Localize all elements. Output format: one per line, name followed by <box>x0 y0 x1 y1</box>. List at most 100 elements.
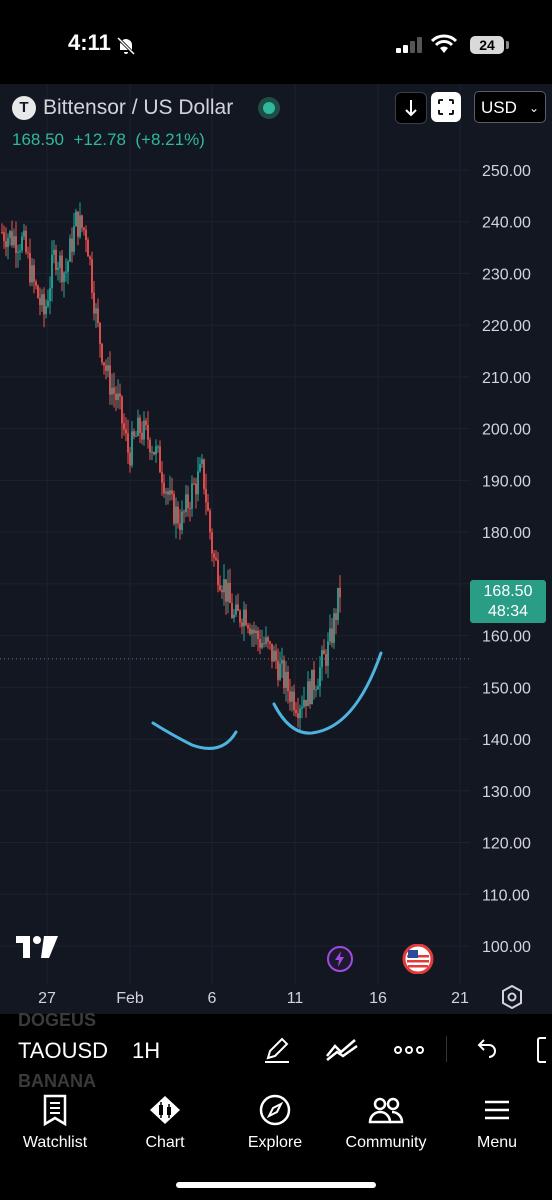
symbol-picker[interactable]: TAOUSD <box>18 1038 109 1063</box>
currency-select[interactable]: USD ⌄ <box>474 91 546 123</box>
y-tick-label: 160.00 <box>482 629 531 646</box>
indicators-icon[interactable] <box>325 1036 359 1062</box>
candle-body <box>301 706 303 709</box>
y-tick-label: 110.00 <box>482 887 530 904</box>
fullscreen-button[interactable] <box>431 92 461 122</box>
chart-area[interactable]: 250.00 240.00 230.00 220.00 210.00 200.00 190.… <box>0 84 552 1014</box>
drawing-curve-right <box>272 651 383 735</box>
candle-body <box>321 650 323 668</box>
symbol-title[interactable]: Bittensor / US Dollar <box>43 96 234 119</box>
candle-body <box>193 483 195 485</box>
price-change-percent: (+8.21%) <box>135 130 205 149</box>
settings-icon[interactable] <box>500 985 524 1009</box>
candle-body <box>55 249 57 270</box>
candle-body <box>19 250 21 252</box>
tab-community[interactable]: Community <box>331 1094 441 1152</box>
candle-body <box>165 491 167 494</box>
candle-body <box>339 587 341 598</box>
candle-body <box>211 532 213 554</box>
candle-body <box>75 211 77 227</box>
candle-body <box>189 507 191 509</box>
candle-body <box>81 215 83 228</box>
community-icon <box>368 1097 404 1124</box>
candle-body <box>195 483 197 495</box>
candle-body <box>31 265 33 283</box>
candle-body <box>83 227 85 230</box>
currency-value: USD <box>481 98 517 117</box>
candle-body <box>333 613 335 643</box>
tab-chart[interactable]: Chart <box>110 1094 220 1152</box>
wifi-icon <box>431 34 457 53</box>
candle-body <box>287 671 289 692</box>
candle-body <box>319 667 321 687</box>
tab-explore[interactable]: Explore <box>220 1094 330 1152</box>
candle-body <box>153 451 155 455</box>
tradingview-logo[interactable] <box>16 936 58 958</box>
signal-icon <box>396 37 422 53</box>
candle-body <box>131 431 133 466</box>
candle-body <box>97 308 99 324</box>
redo-icon[interactable] <box>536 1036 552 1064</box>
candle-body <box>217 559 219 586</box>
candle-body <box>329 628 331 642</box>
candle-body <box>13 236 15 246</box>
interval-picker[interactable]: 1H <box>132 1038 161 1063</box>
candle-body <box>219 585 221 590</box>
price-summary: 168.50 +12.78 (+8.21%) <box>12 130 205 150</box>
candle-body <box>35 281 37 286</box>
candle-body <box>33 265 35 282</box>
drawing-pen-icon[interactable] <box>262 1034 292 1064</box>
candle-body <box>237 604 239 611</box>
candle-body <box>191 483 193 509</box>
candle-body <box>305 699 307 707</box>
candle-body <box>213 553 215 558</box>
more-options-icon[interactable] <box>393 1045 425 1055</box>
download-button[interactable] <box>395 92 427 124</box>
candle-body <box>261 643 263 648</box>
candle-body <box>269 641 271 644</box>
candle-body <box>263 643 265 645</box>
candle-body <box>69 238 71 262</box>
candle-body <box>279 663 281 680</box>
candle-body <box>61 255 63 283</box>
candle-body <box>115 393 117 401</box>
candle-body <box>317 686 319 690</box>
candle-body <box>197 471 199 495</box>
price-chart[interactable]: 250.00 240.00 230.00 220.00 210.00 200.00 190.… <box>0 84 552 1014</box>
candle-body <box>185 494 187 512</box>
y-tick-label: 130.00 <box>482 784 531 801</box>
candle-body <box>149 439 151 453</box>
candle-body <box>91 259 93 293</box>
candle-body <box>95 308 97 314</box>
candle-body <box>169 490 171 495</box>
candle-body <box>23 230 25 237</box>
candle-body <box>173 493 175 524</box>
candle-body <box>25 230 27 253</box>
candle-countdown: 48:34 <box>487 603 529 620</box>
fullscreen-icon <box>438 99 454 115</box>
candle-body <box>297 712 299 719</box>
tab-watchlist[interactable]: Watchlist <box>0 1094 110 1152</box>
battery-tip <box>506 41 509 49</box>
candle-body <box>5 241 7 248</box>
undo-icon[interactable] <box>474 1036 498 1060</box>
candle-body <box>39 298 41 306</box>
home-indicator <box>176 1182 376 1188</box>
lightning-icon[interactable] <box>326 945 354 973</box>
candle-body <box>133 431 135 437</box>
candle-body <box>143 420 145 440</box>
candle-body <box>299 708 301 719</box>
tab-label-community: Community <box>345 1134 427 1151</box>
candle-body <box>145 420 147 425</box>
candle-body <box>307 681 309 707</box>
us-flag-icon[interactable] <box>402 944 434 974</box>
y-tick-label: 180.00 <box>482 525 531 542</box>
scroll-ghost-symbol-bottom: BANANA <box>18 1071 96 1091</box>
tab-menu[interactable]: Menu <box>442 1094 552 1152</box>
x-tick-label: 6 <box>208 990 217 1007</box>
candle-body <box>239 610 241 623</box>
candle-body <box>207 502 209 511</box>
candle-body <box>43 294 45 315</box>
x-tick-label: 27 <box>38 990 56 1007</box>
tab-label-menu: Menu <box>476 1134 518 1151</box>
